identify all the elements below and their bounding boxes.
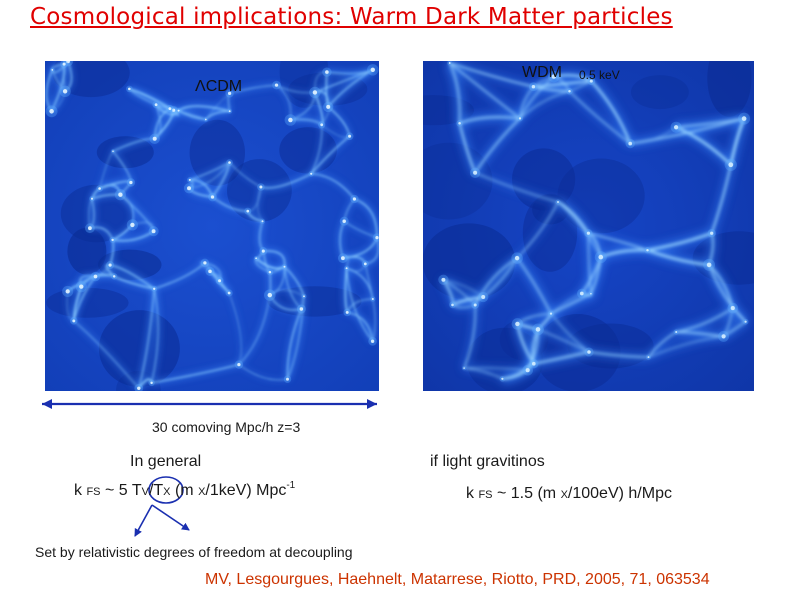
formula-tx-subscript: X xyxy=(163,486,171,498)
formula-approx: ~ 5 xyxy=(104,482,128,499)
pointer-arrow-left xyxy=(134,504,153,537)
formula-k: k xyxy=(466,485,474,502)
formula-slash: / xyxy=(148,482,154,499)
formula-fs-subscript: FS xyxy=(86,486,101,498)
formula-tx: T xyxy=(153,482,164,499)
lcdm-label: ΛCDM xyxy=(195,78,243,95)
scale-arrow xyxy=(42,399,377,409)
wdm-simulation-image xyxy=(423,61,754,391)
lcdm-simulation-image xyxy=(45,61,379,391)
formula-approx: ~ 1.5 (m xyxy=(496,485,557,502)
scale-label: 30 comoving Mpc/h z=3 xyxy=(152,419,301,435)
pointer-arrow-right xyxy=(151,504,190,531)
gravitinos-heading: if light gravitinos xyxy=(430,453,545,470)
citation: MV, Lesgourgues, Haehnelt, Matarrese, Ri… xyxy=(205,571,710,588)
formula-tv: T xyxy=(131,482,142,499)
decoupling-note: Set by relativistic degrees of freedom a… xyxy=(35,544,353,560)
formula-rest: /1keV) Mpc xyxy=(205,482,287,499)
wdm-label: WDM xyxy=(522,64,562,81)
formula-x-subscript: X xyxy=(198,486,206,498)
general-heading: In general xyxy=(130,453,202,470)
free-streaming-formula-general: k FS ~ 5 TV/TX (m X/1keV) Mpc-1 xyxy=(74,480,296,500)
formula-exponent: -1 xyxy=(286,480,296,491)
formula-mass-open: (m xyxy=(174,482,194,499)
formula-x-subscript: X xyxy=(560,489,568,501)
formula-fs-subscript: FS xyxy=(478,489,493,501)
formula-k: k xyxy=(74,482,82,499)
free-streaming-formula-gravitinos: k FS ~ 1.5 (m X/100eV) h/Mpc xyxy=(466,485,672,503)
slide-title: Cosmological implications: Warm Dark Mat… xyxy=(30,4,673,30)
tv-highlight-ellipse xyxy=(148,476,184,504)
formula-rest: /100eV) h/Mpc xyxy=(567,485,672,502)
formula-tv-subscript: V xyxy=(141,486,149,498)
wdm-mass-label: 0.5 keV xyxy=(579,68,620,82)
